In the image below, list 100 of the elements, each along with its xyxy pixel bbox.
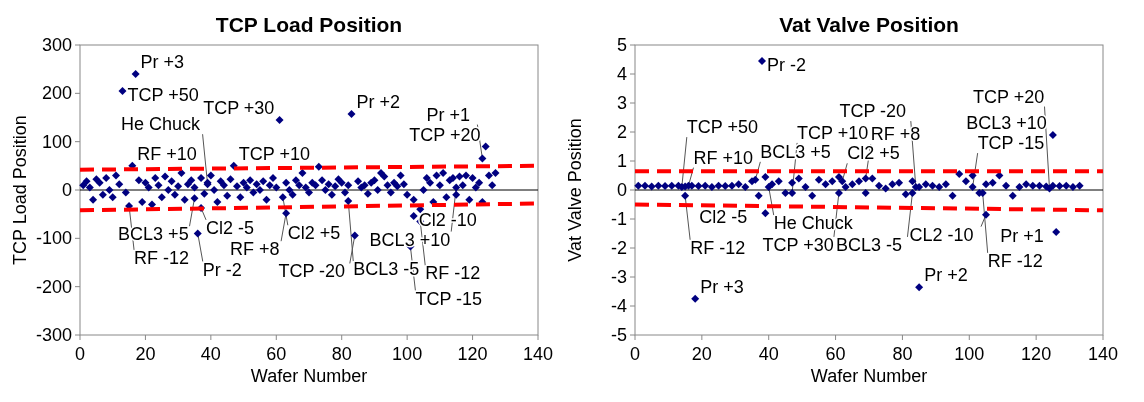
y-axis-title: Vat Valve Position: [565, 118, 585, 262]
point: [908, 188, 917, 197]
point: [834, 188, 843, 197]
annotation: He Chuck: [120, 114, 202, 135]
annotation: BCL3 +5: [760, 141, 831, 162]
annotation: TCP -20: [278, 261, 346, 282]
x-tick-label: 120: [1021, 344, 1052, 364]
annotation: TCP +20: [973, 86, 1045, 107]
annotation: RF +10: [693, 147, 754, 168]
x-tick-label: 60: [266, 344, 287, 364]
annotation: BCL3 -5: [353, 259, 420, 280]
x-tick-label: 40: [758, 344, 779, 364]
annotation: BCL3 +5: [118, 224, 189, 245]
annotation: Cl2 +5: [287, 223, 341, 244]
x-tick-label: 20: [135, 344, 156, 364]
point: [968, 183, 977, 192]
x-tick-label: 0: [74, 344, 86, 364]
point: [350, 231, 359, 240]
y-tick-label: 300: [41, 35, 72, 55]
x-tick-label: 20: [691, 344, 712, 364]
x-tick-label: 40: [200, 344, 221, 364]
annotation: RF -12: [987, 250, 1043, 271]
annotation: RF -12: [690, 237, 746, 258]
point: [478, 154, 487, 163]
annotation: Cl2 +5: [847, 143, 900, 164]
y-tick-label: -100: [35, 228, 72, 249]
x-tick-label: 100: [392, 344, 423, 364]
annotation: RF +8: [230, 239, 280, 260]
x-tick-label: 0: [629, 344, 641, 364]
point: [761, 209, 770, 218]
point: [788, 188, 797, 197]
annotation: TCP +10: [238, 143, 310, 164]
annotation: Cl2 -5: [699, 207, 748, 228]
point: [982, 210, 990, 219]
annotation: RF -12: [134, 247, 190, 268]
y-tick-label: 3: [616, 93, 627, 113]
point: [344, 197, 353, 206]
point: [118, 86, 127, 95]
y-tick-label: 200: [41, 83, 72, 104]
annotation: TCP -15: [977, 133, 1045, 154]
annotation: Pr +1: [426, 104, 470, 125]
annotation: TCP +50: [127, 84, 199, 105]
annotation: TCP +10: [797, 122, 869, 143]
y-tick-label: 4: [616, 64, 627, 84]
annotation: CL2 -10: [909, 224, 974, 245]
point: [278, 193, 287, 202]
x-tick-label: 140: [522, 344, 554, 364]
annotation: Pr +2: [356, 92, 401, 113]
annotation: Pr -2: [767, 54, 807, 75]
annotation: BCL3 +10: [369, 229, 451, 250]
point: [758, 56, 767, 65]
annotation: RF -12: [425, 263, 481, 284]
y-axis-title: TCP Load Position: [10, 115, 30, 265]
y-tick-label: 0: [616, 180, 627, 200]
point: [481, 142, 490, 151]
point: [131, 70, 140, 78]
point: [681, 191, 690, 200]
annotation: Pr +1: [1000, 226, 1044, 247]
x-tick-label: 120: [457, 344, 488, 364]
y-tick-label: -3: [610, 267, 627, 287]
y-tick-label: -300: [35, 325, 72, 345]
annotation: TCP -15: [415, 288, 483, 309]
annotation: Pr +2: [924, 265, 968, 286]
x-axis-title: Wafer Number: [250, 366, 368, 386]
point: [915, 283, 924, 292]
point: [452, 183, 461, 192]
annotation: TCP +50: [686, 117, 759, 138]
point: [861, 174, 870, 183]
y-tick-label: -1: [610, 209, 627, 229]
y-tick-label: 1: [616, 151, 627, 171]
annotation: Pr -2: [202, 259, 242, 280]
chart-title: TCP Load Position: [215, 13, 403, 36]
annotation: RF +8: [870, 124, 921, 145]
y-tick-label: -4: [610, 296, 627, 316]
annotation: BCL3 +10: [966, 112, 1047, 133]
y-tick-label: -5: [610, 325, 627, 345]
annotation: BCL3 -5: [836, 234, 903, 255]
y-tick-label: 2: [616, 122, 627, 142]
annotation: Pr +3: [700, 276, 744, 297]
y-tick-label: 5: [616, 35, 627, 55]
point: [190, 194, 199, 203]
annotation: RF +10: [137, 143, 197, 164]
point: [409, 212, 418, 221]
point: [193, 229, 202, 238]
point: [282, 209, 291, 218]
y-tick-label: -2: [610, 238, 627, 258]
annotation: Cl2 -10: [418, 210, 477, 231]
point: [838, 177, 847, 186]
annotation: Cl2 -5: [206, 217, 255, 238]
point: [1052, 228, 1061, 237]
chart-title: Vat Valve Position: [779, 13, 959, 36]
annotation: TCP +30: [203, 97, 275, 118]
x-tick-label: 100: [954, 344, 985, 364]
x-tick-label: 80: [331, 344, 352, 364]
annotation: Pr +3: [140, 52, 185, 72]
x-axis-title: Wafer Number: [810, 366, 928, 386]
point: [764, 183, 773, 192]
annotation: He Chuck: [773, 213, 854, 234]
x-tick-label: 60: [825, 344, 846, 364]
annotation: TCP -20: [839, 101, 907, 122]
